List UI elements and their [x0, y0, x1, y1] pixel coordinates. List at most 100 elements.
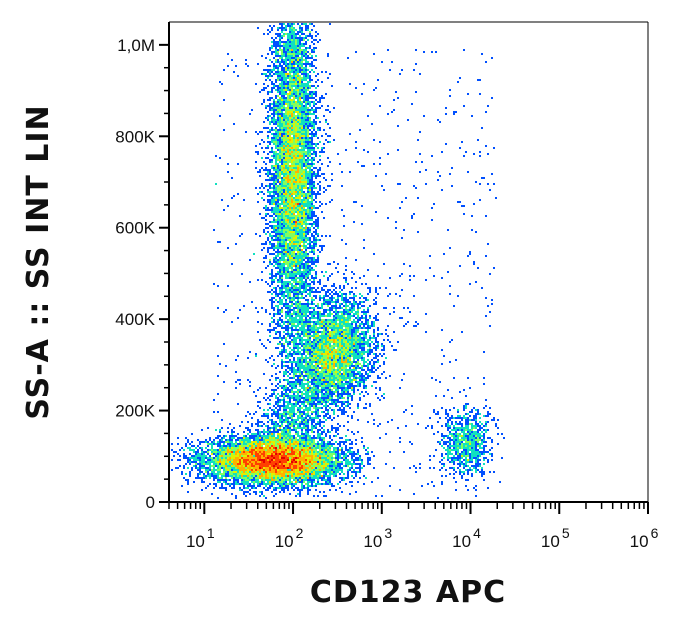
data-point [281, 187, 283, 189]
data-point [281, 79, 283, 81]
data-point [241, 449, 243, 451]
data-point [279, 233, 281, 235]
data-point [307, 211, 309, 213]
data-point [269, 481, 271, 483]
data-point [279, 445, 281, 447]
data-point [283, 225, 285, 227]
data-point [289, 273, 291, 275]
data-point [279, 455, 281, 457]
data-point [275, 367, 277, 369]
data-point [257, 459, 259, 461]
data-point [259, 441, 261, 443]
data-point [207, 475, 209, 477]
data-point [275, 459, 277, 461]
data-point [285, 183, 287, 185]
data-point [279, 71, 281, 73]
data-point [295, 255, 297, 257]
data-point [219, 473, 221, 475]
data-point [291, 279, 293, 281]
data-point [311, 209, 313, 211]
data-point [307, 323, 309, 325]
data-point [301, 255, 303, 257]
data-point [315, 193, 317, 195]
data-point [245, 481, 247, 483]
data-point [271, 307, 273, 309]
data-point [275, 337, 277, 339]
data-point [309, 213, 311, 215]
data-point [309, 459, 311, 461]
data-point [271, 299, 273, 301]
data-point [243, 459, 245, 461]
data-point [223, 457, 225, 459]
data-point [281, 269, 283, 271]
data-point [199, 463, 201, 465]
data-point [285, 339, 287, 341]
data-point [283, 73, 285, 75]
data-point [289, 37, 291, 39]
data-point [291, 161, 293, 163]
data-point [303, 117, 305, 119]
data-point [301, 313, 303, 315]
data-point [313, 39, 315, 41]
data-point [197, 451, 199, 453]
data-point [285, 459, 287, 461]
data-point [309, 485, 311, 487]
data-point [293, 455, 295, 457]
data-point [223, 463, 225, 465]
data-point [307, 93, 309, 95]
data-point [283, 97, 285, 99]
data-point [305, 263, 307, 265]
data-point [281, 455, 283, 457]
data-point [289, 217, 291, 219]
data-point [297, 91, 299, 93]
data-point [303, 209, 305, 211]
data-point [291, 27, 293, 29]
data-point [309, 103, 311, 105]
data-point [293, 67, 295, 69]
data-point [285, 267, 287, 269]
data-point [281, 185, 283, 187]
data-point [315, 277, 317, 279]
data-point [285, 487, 287, 489]
data-point [301, 245, 303, 247]
data-point [307, 153, 309, 155]
data-point [269, 477, 271, 479]
data-point [281, 285, 283, 287]
data-point [269, 25, 271, 27]
data-point [303, 63, 305, 65]
data-point [301, 69, 303, 71]
data-point [297, 149, 299, 151]
data-point [183, 453, 185, 455]
data-point [309, 271, 311, 273]
data-point [297, 205, 299, 207]
data-point [291, 205, 293, 207]
data-point [301, 33, 303, 35]
data-point [269, 75, 271, 77]
data-point [289, 95, 291, 97]
data-point [277, 201, 279, 203]
data-point [295, 39, 297, 41]
data-point [189, 461, 191, 463]
data-point [281, 359, 283, 361]
data-point [331, 485, 333, 487]
data-point [355, 467, 357, 469]
data-point [279, 265, 281, 267]
data-point [285, 237, 287, 239]
data-point [301, 109, 303, 111]
data-point [289, 189, 291, 191]
data-point [291, 159, 293, 161]
data-point [307, 133, 309, 135]
data-point [299, 469, 301, 471]
data-point [313, 47, 315, 49]
data-point [201, 453, 203, 455]
data-point [267, 69, 269, 71]
data-point [295, 457, 297, 459]
data-point [279, 475, 281, 477]
data-point [237, 479, 239, 481]
data-point [315, 239, 317, 241]
data-point [303, 187, 305, 189]
data-point [263, 373, 265, 375]
data-point [231, 457, 233, 459]
data-point [297, 175, 299, 177]
data-point [305, 49, 307, 51]
